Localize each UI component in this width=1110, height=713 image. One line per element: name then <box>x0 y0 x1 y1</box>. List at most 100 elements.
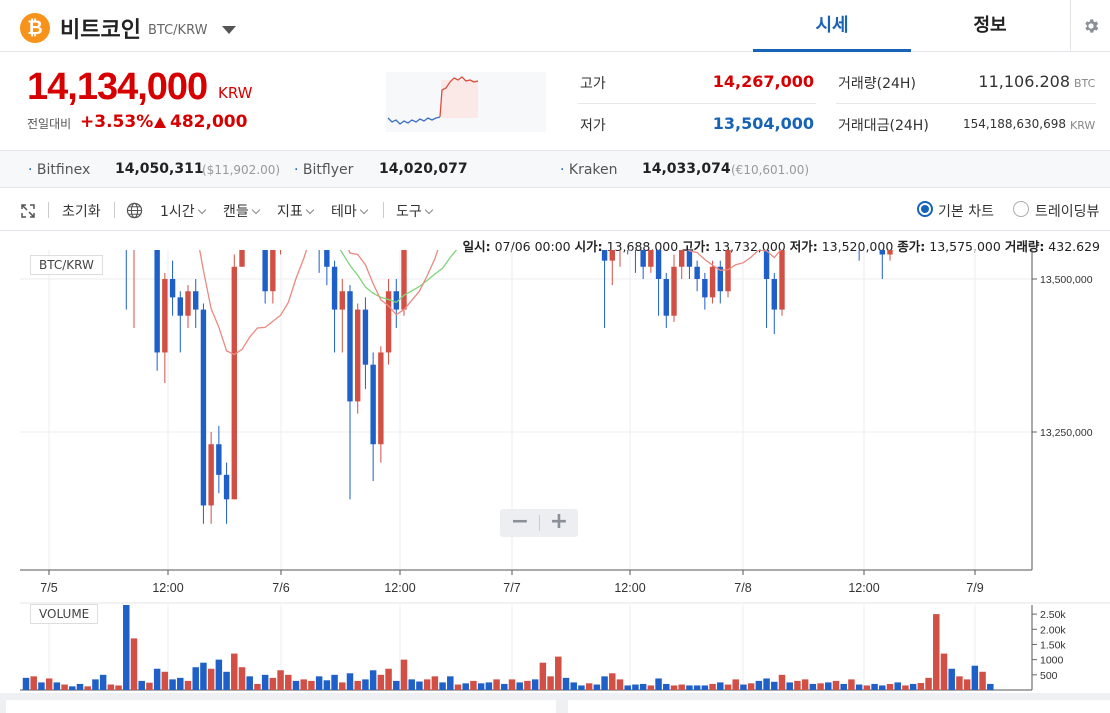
volume-bar <box>431 676 439 690</box>
volume-bar <box>809 683 817 690</box>
candle-body <box>324 250 330 267</box>
volume-bar <box>76 683 84 690</box>
coin-selector-chevron-down-icon[interactable] <box>222 26 236 34</box>
volume-bar <box>477 683 485 690</box>
candle-body <box>601 250 608 261</box>
volume-bar <box>408 679 415 690</box>
volume-bar <box>454 684 462 690</box>
x-axis-tick-label: 7/6 <box>272 581 289 595</box>
candle-body <box>717 266 723 292</box>
gear-icon <box>1085 19 1099 33</box>
tradingview-label[interactable]: 트레이딩뷰 <box>1035 204 1100 220</box>
coin-pair: BTC/KRW <box>148 23 208 38</box>
low-label: 저가 <box>580 118 606 134</box>
candle-body <box>779 250 785 310</box>
volume-bar <box>277 670 284 690</box>
tools-select[interactable]: 도구 <box>396 201 434 221</box>
candle-body <box>663 279 669 316</box>
volume-bar <box>894 682 901 690</box>
candle-body <box>709 266 716 298</box>
volume-bar <box>501 683 508 690</box>
candle-body <box>208 444 214 506</box>
volume-bar <box>747 683 755 690</box>
bitcoin-icon: ₿ <box>20 13 50 43</box>
theme-select[interactable]: 테마 <box>331 201 369 221</box>
candle-body <box>231 266 237 500</box>
low-value: 13,504,000 <box>712 114 814 133</box>
volume-label: 거래량(24H) <box>838 76 916 92</box>
volume-bar <box>686 685 693 690</box>
candle-body <box>879 250 885 255</box>
volume-bar <box>146 682 153 690</box>
volume-bar <box>886 683 894 690</box>
volume-bar <box>169 679 176 690</box>
reset-button[interactable]: 초기화 <box>62 204 101 220</box>
candle-body <box>355 309 361 402</box>
candle-body <box>648 250 654 267</box>
ma-short-line <box>199 250 782 356</box>
volume-bar <box>794 680 801 690</box>
volume-bar <box>940 653 948 690</box>
volume-bar <box>740 684 747 690</box>
x-axis-tick-label: 7/7 <box>503 581 520 595</box>
volume-bar <box>153 668 161 690</box>
candle-type-select[interactable]: 캔들 <box>223 201 261 221</box>
tab-price[interactable]: 시세 <box>753 0 911 52</box>
volume-bar <box>69 686 76 690</box>
volume-bar <box>848 679 855 690</box>
volume-bar <box>323 680 331 690</box>
volume-value: 11,106.208 <box>978 72 1070 91</box>
volume-bar <box>755 680 763 690</box>
volume-bar <box>485 682 493 690</box>
zoom-out-button[interactable]: − <box>510 509 530 534</box>
volume-bar <box>855 684 863 690</box>
divider <box>578 103 816 104</box>
volume-bar <box>207 668 215 690</box>
exchange-usd-price: ($11,902.00) <box>202 163 281 177</box>
volume-bar <box>909 683 917 690</box>
candle-body <box>694 266 700 279</box>
tradingview-radio[interactable] <box>1013 201 1029 217</box>
volume-bar <box>639 683 647 690</box>
candle-body <box>347 291 353 402</box>
volume-bar <box>400 659 408 690</box>
volume-bar <box>447 676 454 690</box>
volume-bar <box>933 614 940 690</box>
globe-icon[interactable] <box>126 202 143 219</box>
expand-icon[interactable] <box>20 203 36 219</box>
tab-info[interactable]: 정보 <box>973 15 1007 36</box>
change-label: 전일대비 <box>27 117 72 131</box>
candle-body <box>725 250 731 292</box>
volume-bar <box>346 673 354 690</box>
volume-bar <box>130 638 138 690</box>
price-chart[interactable]: 7/512:007/612:007/712:007/812:007/914,25… <box>0 250 1110 693</box>
chart-legend: BTC/KRW <box>30 255 103 275</box>
volume-bar <box>840 683 847 690</box>
volume-bar <box>354 680 361 690</box>
volume-bar <box>223 671 230 690</box>
interval-select[interactable]: 1시간 <box>160 201 206 221</box>
basic-chart-radio[interactable] <box>917 201 933 217</box>
volume-bar <box>53 682 61 690</box>
volume-bar <box>393 680 400 690</box>
volume-bar <box>516 682 523 690</box>
volume-bar <box>177 677 184 690</box>
volume-bar <box>717 682 724 690</box>
volume-bar <box>585 683 593 690</box>
volume-bar <box>292 680 300 690</box>
candle-body <box>216 444 222 475</box>
zoom-in-button[interactable]: + <box>549 509 569 534</box>
divider <box>836 103 1096 104</box>
settings-gear-button[interactable] <box>1070 0 1110 52</box>
indicator-select[interactable]: 지표 <box>277 201 315 221</box>
volume-bar <box>547 676 554 690</box>
change-percent: +3.53% <box>80 112 154 132</box>
basic-chart-label[interactable]: 기본 차트 <box>938 204 994 220</box>
volume-bar <box>871 683 878 690</box>
volume-axis-tick-label: 1000 <box>1040 655 1064 667</box>
volume-bar <box>678 684 685 690</box>
volume-bar <box>732 679 739 690</box>
volume-bar <box>416 681 423 690</box>
volume-bar <box>956 676 963 690</box>
volume-legend: VOLUME <box>30 604 99 624</box>
